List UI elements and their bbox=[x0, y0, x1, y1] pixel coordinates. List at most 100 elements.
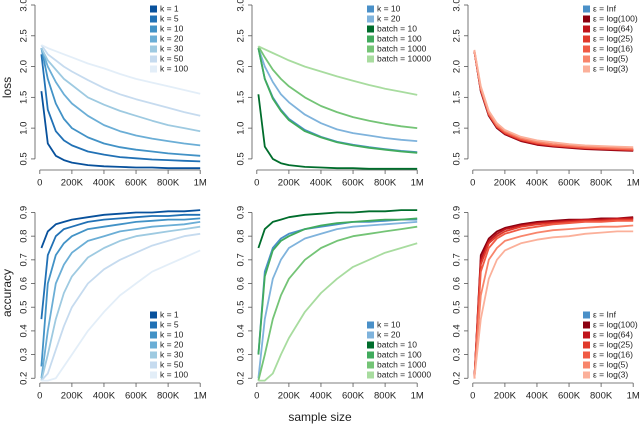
series-line bbox=[257, 47, 418, 153]
y-tick-label: 0.7 bbox=[452, 253, 463, 266]
legend-swatch bbox=[150, 311, 157, 319]
y-tick-label: 0.6 bbox=[19, 277, 30, 290]
legend-swatch bbox=[583, 341, 590, 349]
x-tick-label: 800K bbox=[374, 178, 397, 189]
series-line bbox=[257, 94, 418, 170]
series-line bbox=[40, 209, 201, 249]
legend-swatch bbox=[583, 65, 590, 73]
y-tick-label: 0.2 bbox=[452, 372, 463, 385]
series-line bbox=[257, 221, 418, 379]
legend-swatch bbox=[150, 361, 157, 369]
legend-label: ε = log(5) bbox=[593, 359, 628, 369]
legend-swatch bbox=[583, 331, 590, 339]
legend-swatch bbox=[367, 5, 374, 13]
legend-swatch bbox=[583, 371, 590, 379]
series-line bbox=[41, 44, 201, 95]
y-tick-label: 0.4 bbox=[19, 324, 30, 337]
series-line bbox=[41, 249, 201, 382]
legend-swatch bbox=[583, 5, 590, 13]
y-tick-label: 0.6 bbox=[452, 277, 463, 290]
legend-label: batch = 10 bbox=[377, 23, 417, 33]
legend-label: k = 100 bbox=[160, 369, 188, 379]
legend-swatch bbox=[150, 321, 157, 329]
legend-swatch bbox=[367, 331, 374, 339]
legend-swatch bbox=[150, 45, 157, 53]
legend-swatch bbox=[150, 15, 157, 23]
x-tick-label: 600K bbox=[125, 178, 148, 189]
series-line bbox=[40, 47, 201, 133]
legend-label: k = 10 bbox=[160, 329, 184, 339]
x-tick-label: 0 bbox=[470, 178, 475, 189]
y-tick-label: 0.2 bbox=[19, 372, 30, 385]
y-tick-label: 0.4 bbox=[452, 324, 463, 337]
legend-label: k = 5 bbox=[160, 319, 179, 329]
legend-label: k = 10 bbox=[160, 23, 184, 33]
legend-label: ε = Inf bbox=[593, 3, 617, 13]
y-tick-label: 0.9 bbox=[236, 206, 247, 219]
series-line bbox=[40, 213, 201, 320]
legend-swatch bbox=[150, 341, 157, 349]
x-tick-label: 200K bbox=[494, 391, 517, 402]
x-tick-label: 400K bbox=[310, 391, 333, 402]
y-tick-label: 0.9 bbox=[19, 206, 30, 219]
x-tick-label: 800K bbox=[374, 391, 397, 402]
y-tick-label: 0.3 bbox=[452, 348, 463, 361]
legend-swatch bbox=[583, 361, 590, 369]
legend-label: k = 10 bbox=[377, 3, 401, 13]
legend-label: k = 30 bbox=[160, 349, 184, 359]
legend-label: k = 20 bbox=[377, 13, 401, 23]
series-line bbox=[257, 217, 418, 355]
legend-label: batch = 100 bbox=[377, 33, 422, 43]
legend-swatch bbox=[583, 35, 590, 43]
legend-swatch bbox=[583, 55, 590, 63]
y-tick-label: 1.0 bbox=[19, 122, 30, 135]
legend-label: k = 50 bbox=[160, 359, 184, 369]
x-tick-label: 200K bbox=[61, 178, 84, 189]
x-tick-label: 0 bbox=[254, 178, 259, 189]
legend-label: k = 1 bbox=[160, 3, 179, 13]
legend-swatch bbox=[150, 55, 157, 63]
y-tick-label: 0.5 bbox=[452, 301, 463, 314]
y-tick-label: 1.5 bbox=[236, 91, 247, 104]
legend-label: k = 5 bbox=[160, 13, 179, 23]
legend-swatch bbox=[367, 361, 374, 369]
x-tick-label: 1M bbox=[627, 391, 640, 402]
x-tick-label: 800K bbox=[157, 178, 180, 189]
series-line bbox=[257, 225, 418, 381]
series-line bbox=[473, 218, 634, 379]
legend-label: ε = log(3) bbox=[593, 369, 628, 379]
x-tick-label: 400K bbox=[526, 391, 549, 402]
x-tick-label: 0 bbox=[254, 391, 259, 402]
y-tick-label: 0.8 bbox=[236, 230, 247, 243]
x-tick-label: 1M bbox=[194, 178, 207, 189]
x-tick-label: 1M bbox=[627, 178, 640, 189]
legend-swatch bbox=[583, 45, 590, 53]
y-axis-label: accuracy bbox=[0, 269, 14, 317]
y-tick-label: 0.8 bbox=[19, 230, 30, 243]
y-tick-label: 1.0 bbox=[452, 122, 463, 135]
legend-swatch bbox=[367, 15, 374, 23]
legend-swatch bbox=[150, 5, 157, 13]
y-tick-label: 0.8 bbox=[452, 230, 463, 243]
series-line bbox=[258, 45, 418, 96]
series-line bbox=[40, 232, 201, 382]
legend-swatch bbox=[150, 331, 157, 339]
series-line bbox=[257, 218, 418, 355]
x-tick-label: 0 bbox=[37, 391, 42, 402]
x-tick-label: 200K bbox=[494, 178, 517, 189]
series-line bbox=[473, 50, 634, 150]
legend-label: ε = log(25) bbox=[593, 33, 633, 43]
legend-swatch bbox=[367, 45, 374, 53]
x-tick-label: 600K bbox=[558, 391, 581, 402]
legend-label: ε = log(3) bbox=[593, 63, 628, 73]
legend-swatch bbox=[367, 341, 374, 349]
series-line bbox=[257, 47, 418, 142]
y-tick-label: 2.5 bbox=[19, 29, 30, 42]
legend-label: ε = log(64) bbox=[593, 329, 633, 339]
y-tick-label: 0.5 bbox=[19, 152, 30, 165]
series-line bbox=[473, 216, 634, 379]
y-tick-label: 0.2 bbox=[236, 372, 247, 385]
y-tick-label: 0.5 bbox=[236, 152, 247, 165]
y-tick-label: 3.0 bbox=[452, 0, 463, 12]
legend-label: k = 10 bbox=[377, 319, 401, 329]
